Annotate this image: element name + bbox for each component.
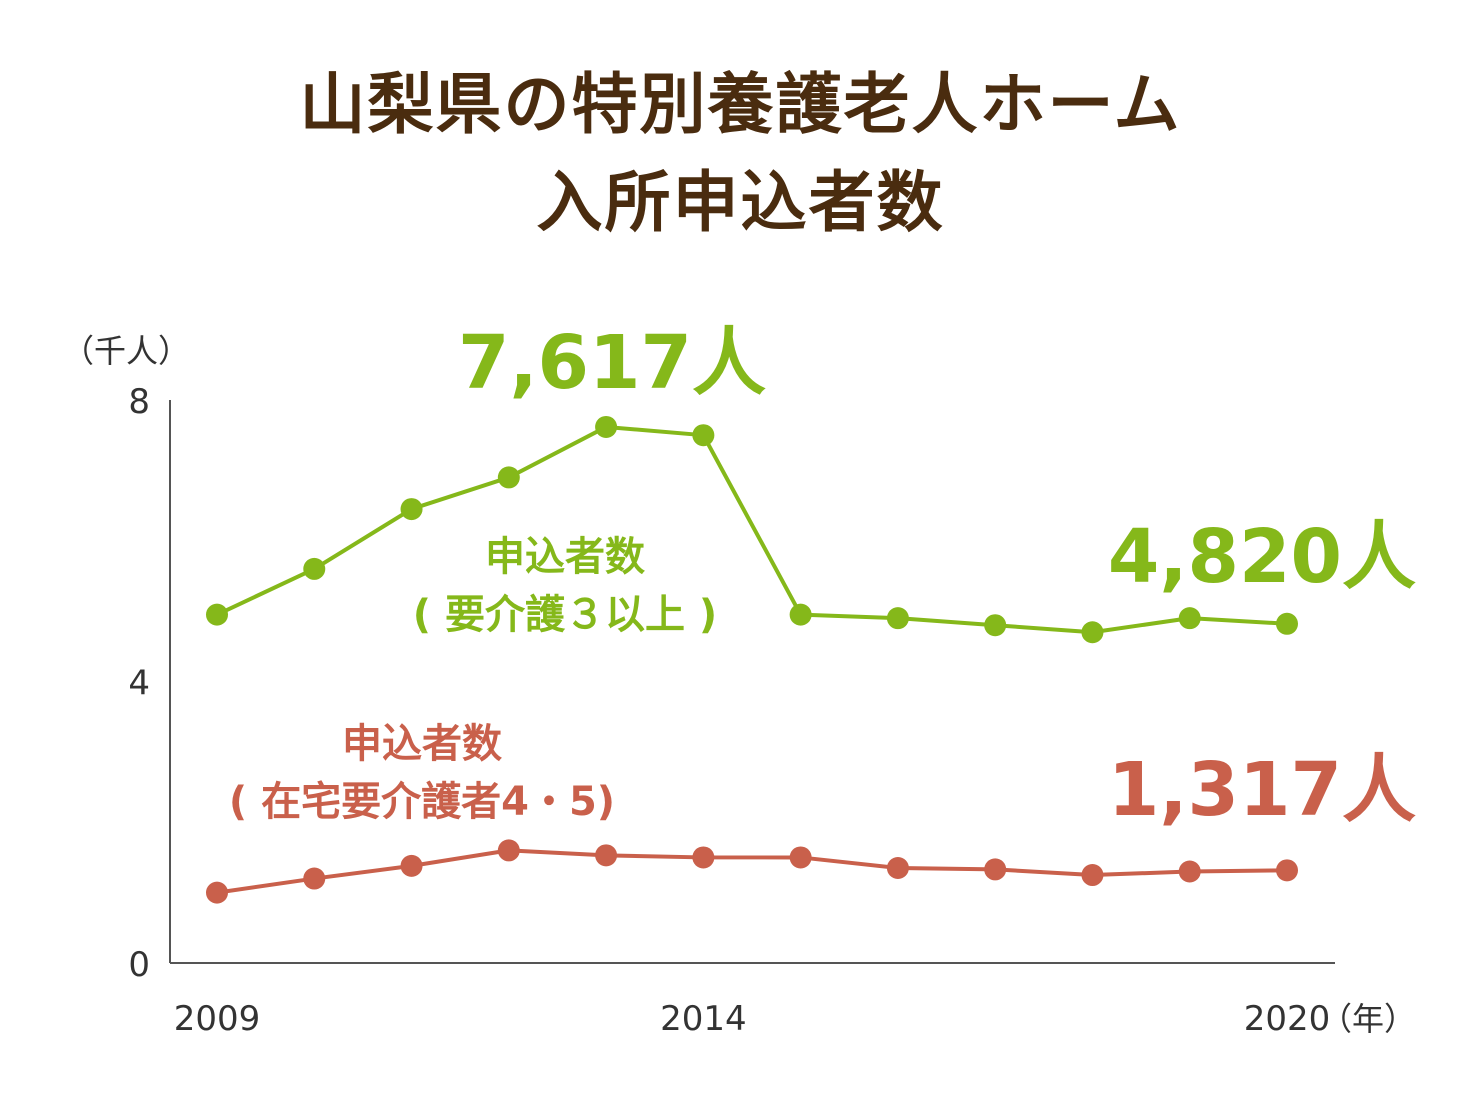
callout-red-latest-value: 1,317人 <box>1108 747 1416 833</box>
data-point-s0-2020 <box>1276 612 1298 635</box>
x-tick-label: 2009 <box>174 999 261 1039</box>
series-label-red-line1: 申込者数 <box>342 721 502 767</box>
data-point-s0-2017 <box>984 614 1007 637</box>
data-point-s1-2020 <box>1276 859 1298 882</box>
y-axis-unit: （千人） <box>62 332 190 370</box>
series-label-green-line1: 申込者数 <box>485 534 645 580</box>
x-axis-unit: （年） <box>1320 1000 1416 1038</box>
data-point-s0-2016 <box>886 607 909 630</box>
data-point-s1-2011 <box>400 854 423 877</box>
data-point-s0-2014 <box>692 424 715 447</box>
data-point-s1-2014 <box>692 846 715 869</box>
y-tick-label: 8 <box>128 382 150 422</box>
data-point-s1-2016 <box>886 856 909 879</box>
data-point-s0-2011 <box>400 498 423 521</box>
data-point-s1-2012 <box>497 839 520 862</box>
chart-title-line2: 入所申込者数 <box>536 164 945 241</box>
data-point-s1-2015 <box>789 846 812 869</box>
axes: 0 4 8 （千人） 2009 2014 2020（年） <box>62 332 1416 1039</box>
series-line-1 <box>216 848 1288 895</box>
series-layer <box>206 415 1298 904</box>
callout-green-latest-value: 4,820人 <box>1108 514 1416 600</box>
series-line-0 <box>216 424 1288 635</box>
y-tick-label: 4 <box>128 664 150 704</box>
series-label-green-line2: ( 要介護３以上 ) <box>413 592 717 638</box>
data-point-s0-2012 <box>497 466 520 489</box>
chart-title-line1: 山梨県の特別養護老人ホーム <box>299 66 1182 143</box>
data-point-s0-2009 <box>206 603 228 626</box>
data-point-s1-2019 <box>1178 860 1201 883</box>
data-point-s1-2013 <box>595 844 618 867</box>
x-tick-label: 2020 <box>1244 999 1331 1039</box>
data-point-s1-2017 <box>984 858 1007 881</box>
callout-peak-value: 7,617人 <box>458 320 766 406</box>
data-point-s0-2015 <box>789 603 812 626</box>
series-label-red-line2: ( 在宅要介護者4・5) <box>229 779 615 825</box>
x-tick-label: 2014 <box>660 999 747 1039</box>
data-point-s1-2010 <box>303 867 326 890</box>
data-point-s0-2019 <box>1178 607 1201 630</box>
y-tick-label: 0 <box>128 945 150 985</box>
data-point-s0-2010 <box>303 557 326 580</box>
labels-layer: 申込者数 ( 要介護３以上 ) 申込者数 ( 在宅要介護者4・5) 7,617人 4,82… <box>229 320 1416 833</box>
data-point-s1-2009 <box>206 881 228 904</box>
data-point-s1-2018 <box>1081 864 1104 887</box>
data-point-s0-2018 <box>1081 621 1104 644</box>
data-point-s0-2013 <box>595 415 618 438</box>
